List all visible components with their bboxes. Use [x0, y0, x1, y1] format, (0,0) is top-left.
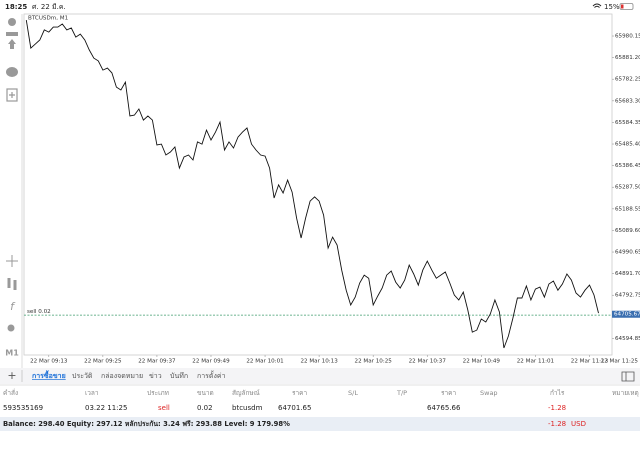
- y-tick-label: 65089.60: [615, 228, 640, 234]
- cell-price: 64701.65: [278, 404, 311, 412]
- column-header: สัญลักษณ์: [232, 389, 260, 397]
- x-tick-label: 22 Mar 09:25: [84, 359, 122, 365]
- cell-profit: -1.28: [548, 404, 566, 412]
- crosshair-icon[interactable]: [6, 255, 18, 267]
- account-summary: Balance: 298.40 Equity: 297.12 หลักประกั…: [3, 420, 290, 428]
- y-tick-label: 65386.45: [615, 163, 640, 169]
- x-tick-label: 22 Mar 09:13: [30, 359, 68, 365]
- column-header: Swap: [480, 389, 498, 397]
- x-tick-label: 22 Mar 10:25: [355, 359, 393, 365]
- currency: USD: [571, 420, 586, 428]
- cell-symbol: btcusdm: [232, 404, 263, 412]
- battery-fill: [621, 4, 624, 9]
- chat-icon[interactable]: [6, 67, 18, 77]
- x-tick-label: 22 Mar 10:37: [409, 359, 447, 365]
- x-tick-label: 22 Mar 10:13: [300, 359, 338, 365]
- y-tick-label: 64594.85: [615, 336, 640, 342]
- timeframe-button[interactable]: M1: [5, 349, 19, 358]
- chart-title: BTCUSDm, M1: [28, 16, 69, 22]
- tab[interactable]: ข่าว: [149, 372, 162, 380]
- y-tick-label: 65485.40: [615, 142, 640, 148]
- y-tick-label: 65188.55: [615, 206, 640, 212]
- trade-icon[interactable]: [8, 39, 16, 49]
- cell-order: 593535169: [3, 404, 43, 412]
- account-icon[interactable]: [8, 18, 16, 26]
- y-tick-label: 65287.50: [615, 185, 640, 191]
- current-price-label: 64705.67: [614, 312, 640, 318]
- battery-icon: [619, 3, 634, 10]
- battery-level: 15%: [604, 3, 620, 11]
- cell-volume: 0.02: [197, 404, 213, 412]
- tab[interactable]: การซื้อขาย: [32, 369, 66, 380]
- y-tick-label: 65782.25: [615, 77, 640, 83]
- panel-toggle[interactable]: [621, 371, 635, 382]
- tab-bar: [0, 368, 640, 384]
- y-tick-label: 65881.20: [615, 55, 640, 61]
- new-order-icon[interactable]: [6, 88, 18, 102]
- add-button[interactable]: +: [7, 369, 16, 382]
- x-tick-label: 22 Mar 10:01: [246, 359, 284, 365]
- y-tick-label: 65683.30: [615, 98, 640, 104]
- column-header: ราคา: [292, 389, 307, 397]
- chart-frame: [23, 13, 613, 356]
- column-header: ขนาด: [197, 389, 214, 397]
- column-header: T/P: [396, 389, 407, 397]
- column-header: กำไร: [550, 389, 565, 397]
- clock: 18:25: [5, 3, 27, 11]
- x-tick-label: 22 Mar 10:49: [463, 359, 501, 365]
- objects-icon[interactable]: [7, 324, 15, 332]
- wifi-icon: [592, 3, 602, 8]
- total-profit: -1.28: [548, 420, 566, 428]
- summary-bar: [0, 417, 640, 431]
- y-tick-label: 64990.65: [615, 250, 640, 256]
- column-header: เวลา: [85, 389, 99, 397]
- tab[interactable]: กล่องจดหมาย: [101, 372, 143, 380]
- y-tick-label: 64891.70: [615, 271, 640, 277]
- tabs: การซื้อขาย ประวัติ กล่องจดหมาย ข่าว บันทึก กา…: [32, 369, 226, 380]
- column-header: หมายเหตุ: [612, 389, 639, 397]
- x-tick-label: 22 Mar 09:49: [192, 359, 230, 365]
- y-tick-label: 65584.35: [615, 120, 640, 126]
- column-header: S/L: [348, 389, 358, 397]
- price-line: [25, 20, 599, 349]
- cell-time: 03.22 11:25: [85, 404, 127, 412]
- cell-type: sell: [158, 404, 170, 412]
- chart-layer: 65980.15 65881.20 65782.25 65683.30 65584.35…: [24, 20, 640, 365]
- column-header: ราคา: [441, 389, 456, 397]
- indicators-icon[interactable]: f: [10, 300, 16, 313]
- cell-current-price: 64765.66: [427, 404, 461, 412]
- positions-table: คำสั่ง เวลา ประเภท ขนาด สัญลักษณ์ ราคา S/L T/P ร…: [3, 388, 639, 412]
- column-header: คำสั่ง: [3, 388, 18, 397]
- y-tick-label: 65980.15: [615, 34, 640, 40]
- y-tick-label: 64792.75: [615, 293, 640, 299]
- tab[interactable]: การตั้งค่า: [197, 369, 226, 380]
- current-price-box: [612, 310, 640, 318]
- tab[interactable]: บันทึก: [170, 371, 188, 380]
- new-order-plus: [9, 92, 15, 98]
- column-header: ประเภท: [147, 389, 169, 397]
- candles-icon[interactable]: [7, 278, 17, 290]
- date: ศ. 22 มี.ค.: [32, 3, 66, 11]
- x-tick-label: 22 Mar 09:37: [138, 359, 176, 365]
- x-tick-label: 22 Mar 11:13: [571, 359, 609, 365]
- account-icon-base: [6, 32, 18, 36]
- x-tick-label: 22 Mar 11:01: [517, 359, 555, 365]
- order-line-label: sell 0.02: [27, 309, 51, 315]
- tab[interactable]: ประวัติ: [72, 372, 93, 380]
- x-tick-label: 22 Mar 11:25: [601, 359, 639, 365]
